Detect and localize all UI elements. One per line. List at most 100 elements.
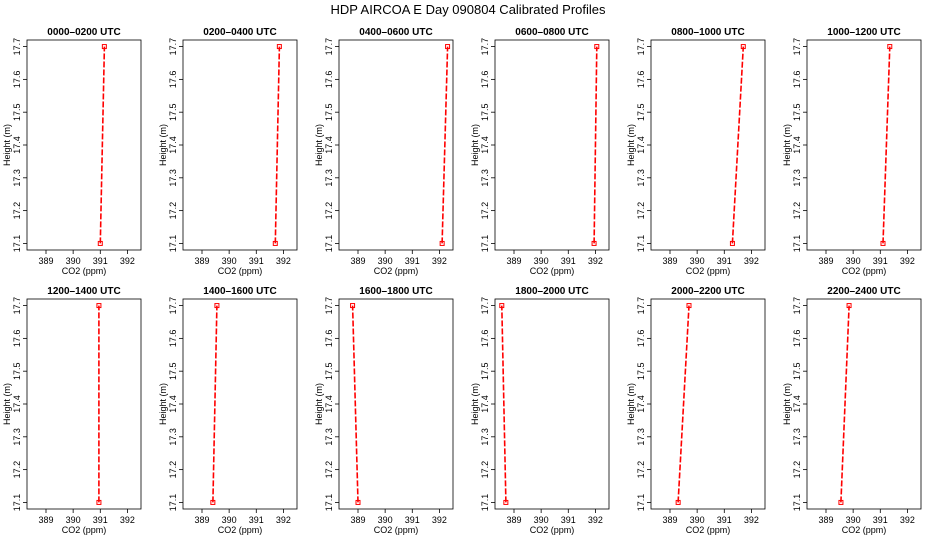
plot-frame xyxy=(806,298,922,510)
x-tick-label: 389 xyxy=(350,515,365,525)
x-axis-label: CO2 (ppm) xyxy=(842,266,887,276)
y-tick-label: 17.4 xyxy=(636,395,646,413)
y-tick-label: 17.5 xyxy=(792,103,802,121)
panel-title: 1600–1800 UTC xyxy=(359,286,432,297)
x-tick-label: 391 xyxy=(561,256,576,266)
y-tick-label: 17.6 xyxy=(324,330,334,348)
y-tick-label: 17.4 xyxy=(12,136,22,154)
series-line xyxy=(731,46,745,244)
panel-title: 1000–1200 UTC xyxy=(827,27,900,38)
panel: 2200–2400 UTC 389 390 391 392 17.1 17.2 17.3 17.… xyxy=(782,286,922,535)
x-axis-label: CO2 (ppm) xyxy=(842,525,887,535)
y-axis-label: Height (m) xyxy=(314,124,324,166)
y-tick-label: 17.1 xyxy=(324,235,334,253)
panel: 1000–1200 UTC 389 390 391 392 17.1 17.2 17.3 17.… xyxy=(782,27,922,276)
y-tick-label: 17.4 xyxy=(480,395,490,413)
x-tick-label: 391 xyxy=(873,256,888,266)
y-tick-label: 17.6 xyxy=(12,330,22,348)
panel-title: 1200–1400 UTC xyxy=(47,286,120,297)
plot-frame xyxy=(182,39,298,251)
panel-title: 2000–2200 UTC xyxy=(671,286,744,297)
panel: 1400–1600 UTC 389 390 391 392 17.1 17.2 17.3 17.… xyxy=(158,286,298,535)
data-point xyxy=(729,240,735,246)
y-tick-label: 17.2 xyxy=(12,202,22,220)
y-tick-label: 17.6 xyxy=(792,71,802,89)
panel: 0600–0800 UTC 389 390 391 392 17.1 17.2 17.3 17.… xyxy=(470,27,610,276)
plot-frame xyxy=(26,39,142,251)
y-tick-label: 17.4 xyxy=(168,395,178,413)
y-tick-label: 17.3 xyxy=(12,169,22,187)
x-axis-label: CO2 (ppm) xyxy=(530,266,575,276)
y-tick-label: 17.1 xyxy=(12,235,22,253)
x-tick-label: 392 xyxy=(432,515,447,525)
y-tick-label: 17.3 xyxy=(168,169,178,187)
y-tick-label: 17.5 xyxy=(12,103,22,121)
x-tick-label: 391 xyxy=(717,256,732,266)
y-tick-label: 17.6 xyxy=(480,330,490,348)
panel: 1200–1400 UTC 389 390 391 392 17.1 17.2 17.3 17.… xyxy=(2,286,142,535)
y-tick-label: 17.6 xyxy=(168,330,178,348)
x-axis-label: CO2 (ppm) xyxy=(686,525,731,535)
x-tick-label: 391 xyxy=(249,515,264,525)
y-tick-label: 17.1 xyxy=(792,235,802,253)
x-tick-label: 389 xyxy=(194,256,209,266)
y-tick-label: 17.6 xyxy=(12,71,22,89)
y-tick-label: 17.3 xyxy=(636,169,646,187)
y-tick-label: 17.6 xyxy=(324,71,334,89)
y-tick-label: 17.1 xyxy=(636,235,646,253)
x-tick-label: 391 xyxy=(93,515,108,525)
y-axis-label: Height (m) xyxy=(158,383,168,425)
y-axis-label: Height (m) xyxy=(314,383,324,425)
x-tick-label: 389 xyxy=(818,515,833,525)
y-tick-label: 17.7 xyxy=(12,297,22,315)
series-line xyxy=(99,46,106,244)
x-tick-label: 390 xyxy=(222,515,237,525)
data-point xyxy=(214,303,220,309)
data-point xyxy=(675,499,681,505)
x-tick-label: 391 xyxy=(873,515,888,525)
data-point xyxy=(503,499,509,505)
y-tick-label: 17.5 xyxy=(636,103,646,121)
plot-frame xyxy=(494,298,610,510)
y-tick-label: 17.7 xyxy=(324,297,334,315)
series-line xyxy=(593,46,598,244)
y-tick-label: 17.1 xyxy=(792,494,802,512)
y-tick-label: 17.5 xyxy=(636,362,646,380)
data-point xyxy=(499,303,505,309)
panel: 2000–2200 UTC 389 390 391 392 17.1 17.2 17.3 17.… xyxy=(626,286,766,535)
x-tick-label: 392 xyxy=(276,515,291,525)
y-tick-label: 17.1 xyxy=(168,494,178,512)
y-tick-label: 17.6 xyxy=(636,71,646,89)
y-tick-label: 17.7 xyxy=(12,38,22,56)
panel-title: 0600–0800 UTC xyxy=(515,27,588,38)
panel-title: 2200–2400 UTC xyxy=(827,286,900,297)
y-tick-label: 17.4 xyxy=(792,136,802,154)
y-tick-label: 17.2 xyxy=(792,202,802,220)
panel: 0000–0200 UTC 389 390 391 392 17.1 17.2 17.3 17.… xyxy=(2,27,142,276)
y-tick-label: 17.2 xyxy=(324,202,334,220)
data-point xyxy=(97,240,103,246)
y-tick-label: 17.3 xyxy=(480,169,490,187)
data-point xyxy=(355,499,361,505)
y-tick-label: 17.2 xyxy=(12,461,22,479)
series-line xyxy=(274,46,281,244)
y-tick-label: 17.3 xyxy=(636,428,646,446)
y-tick-label: 17.5 xyxy=(480,103,490,121)
y-tick-label: 17.7 xyxy=(324,38,334,56)
series-line xyxy=(501,305,507,503)
series-line xyxy=(882,46,891,244)
data-point xyxy=(439,240,445,246)
y-tick-label: 17.4 xyxy=(324,395,334,413)
x-axis-label: CO2 (ppm) xyxy=(530,525,575,535)
y-tick-label: 17.5 xyxy=(12,362,22,380)
y-tick-label: 17.5 xyxy=(168,362,178,380)
y-tick-label: 17.3 xyxy=(324,169,334,187)
data-point xyxy=(594,44,600,50)
x-tick-label: 389 xyxy=(506,256,521,266)
x-axis-label: CO2 (ppm) xyxy=(374,266,419,276)
x-tick-label: 390 xyxy=(534,515,549,525)
y-axis-label: Height (m) xyxy=(158,124,168,166)
y-tick-label: 17.2 xyxy=(168,202,178,220)
y-tick-label: 17.2 xyxy=(636,202,646,220)
x-tick-label: 389 xyxy=(350,256,365,266)
